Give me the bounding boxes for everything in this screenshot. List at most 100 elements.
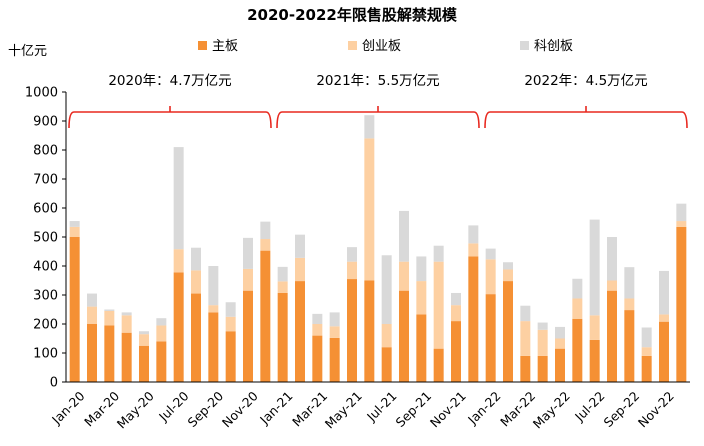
- bar-Mar-20-series-2: [104, 309, 115, 311]
- bar-Feb-21-series-1: [295, 257, 305, 282]
- legend-swatch-1: [348, 41, 357, 50]
- bar-Nov-20-series-1: [243, 268, 253, 291]
- y-tick-label: 100: [33, 347, 58, 362]
- period-label-1: 2020年：4.7万亿元: [108, 73, 231, 89]
- bar-Jun-22-series-2: [572, 278, 583, 299]
- bar-May-20-series-1: [139, 334, 149, 346]
- bar-Dec-22-series-2: [676, 203, 687, 222]
- bar-May-22-series-1: [555, 338, 565, 349]
- bars: [69, 115, 687, 382]
- bar-May-21-series-2: [347, 247, 357, 262]
- bar-Oct-22-series-0: [641, 355, 652, 382]
- bar-Aug-21-series-1: [399, 261, 409, 291]
- bar-Mar-21-series-0: [312, 335, 323, 382]
- period-brace-3: [484, 111, 688, 129]
- bar-Mar-22-series-2: [520, 305, 531, 322]
- bar-Jul-20-series-0: [173, 272, 184, 382]
- bar-May-20-series-0: [139, 345, 149, 382]
- bar-Jun-20-series-1: [156, 325, 167, 342]
- y-tick-label: 500: [33, 231, 58, 246]
- bar-Aug-20-series-2: [191, 247, 201, 271]
- bar-Jun-21-series-0: [364, 280, 375, 382]
- period-brace-2: [276, 111, 480, 129]
- bar-Feb-21-series-0: [295, 281, 305, 382]
- bar-Dec-22-series-0: [676, 226, 687, 382]
- legend-label-1: 创业板: [362, 39, 401, 54]
- y-tick-label: 200: [33, 318, 58, 333]
- bar-Nov-20-series-2: [243, 237, 253, 269]
- bar-Jan-22-series-2: [485, 248, 496, 260]
- bar-Jan-20-series-0: [69, 237, 80, 382]
- bar-Mar-20-series-0: [104, 325, 115, 382]
- bar-Jan-22-series-0: [485, 294, 496, 382]
- bar-Nov-21-series-0: [451, 321, 461, 382]
- bar-Jul-20-series-1: [173, 249, 184, 273]
- bar-Jul-21-series-0: [381, 347, 392, 382]
- bar-Feb-22-series-0: [503, 281, 513, 382]
- bar-Mar-22-series-1: [520, 321, 531, 356]
- bar-Nov-22-series-2: [659, 270, 669, 315]
- bar-Jul-22-series-2: [589, 219, 600, 316]
- x-tick-label: May-22: [530, 388, 573, 431]
- bar-Feb-22-series-1: [503, 269, 513, 282]
- bar-Nov-22-series-1: [659, 314, 669, 322]
- x-tick-label: Nov-20: [219, 388, 261, 430]
- y-tick-label: 900: [33, 115, 58, 130]
- legend-label-2: 科创板: [534, 39, 573, 54]
- bar-Jan-20-series-1: [69, 226, 80, 237]
- bar-Sep-20-series-2: [208, 266, 219, 306]
- bar-Sep-21-series-0: [416, 314, 427, 382]
- bar-Sep-22-series-0: [624, 310, 635, 382]
- bar-Aug-20-series-0: [191, 293, 201, 382]
- bar-Dec-22-series-1: [676, 221, 687, 227]
- bar-Aug-22-series-0: [607, 290, 617, 382]
- bar-Dec-21-series-2: [468, 225, 479, 244]
- bar-Feb-20-series-1: [87, 306, 97, 324]
- bar-Apr-21-series-2: [329, 312, 340, 327]
- x-tick-label: Jan-22: [464, 388, 503, 427]
- bar-Jan-21-series-0: [277, 292, 288, 382]
- bar-Oct-21-series-2: [433, 245, 444, 262]
- x-tick-label: May-21: [322, 388, 365, 431]
- y-tick-label: 600: [33, 202, 58, 217]
- unit-label: 十亿元: [8, 44, 47, 59]
- bar-Jan-20-series-2: [69, 221, 80, 227]
- bar-Nov-21-series-1: [451, 305, 461, 322]
- bar-Dec-21-series-0: [468, 256, 479, 382]
- bar-Dec-20-series-2: [260, 221, 271, 240]
- bar-Oct-20-series-1: [225, 316, 236, 332]
- chart-title: 2020-2022年限售股解禁规模: [247, 6, 458, 24]
- bar-Sep-21-series-2: [416, 256, 427, 282]
- bar-Mar-20-series-1: [104, 310, 115, 326]
- bar-Jul-22-series-0: [589, 339, 600, 382]
- bar-Jun-20-series-0: [156, 341, 167, 382]
- bar-May-22-series-2: [555, 326, 565, 339]
- bar-May-21-series-0: [347, 279, 357, 382]
- bar-May-20-series-2: [139, 331, 149, 335]
- bar-Jun-20-series-2: [156, 318, 167, 326]
- bar-Aug-21-series-0: [399, 290, 409, 382]
- bar-Apr-22-series-1: [537, 329, 548, 356]
- y-tick-label: 0: [50, 376, 58, 391]
- x-tick-label: Sep-20: [185, 388, 227, 430]
- y-tick-label: 400: [33, 260, 58, 275]
- bar-Jul-22-series-1: [589, 315, 600, 340]
- bar-Oct-22-series-2: [641, 327, 652, 348]
- bar-May-21-series-1: [347, 261, 357, 280]
- bar-Jul-21-series-2: [381, 255, 392, 324]
- bar-Nov-21-series-2: [451, 292, 461, 306]
- bar-Nov-20-series-0: [243, 290, 253, 382]
- bar-Jan-21-series-2: [277, 266, 288, 282]
- legend-swatch-0: [198, 41, 207, 50]
- bar-Sep-20-series-0: [208, 312, 219, 382]
- x-tick-label: Sep-22: [601, 388, 643, 430]
- bar-Jan-22-series-1: [485, 259, 496, 295]
- bar-Apr-22-series-0: [537, 355, 548, 382]
- bar-Jun-21-series-2: [364, 115, 375, 139]
- bar-Jul-20-series-2: [173, 147, 184, 250]
- bar-Jan-21-series-1: [277, 281, 288, 293]
- period-brace-1: [68, 111, 272, 129]
- y-tick-label: 700: [33, 173, 58, 188]
- bar-Sep-22-series-2: [624, 267, 635, 299]
